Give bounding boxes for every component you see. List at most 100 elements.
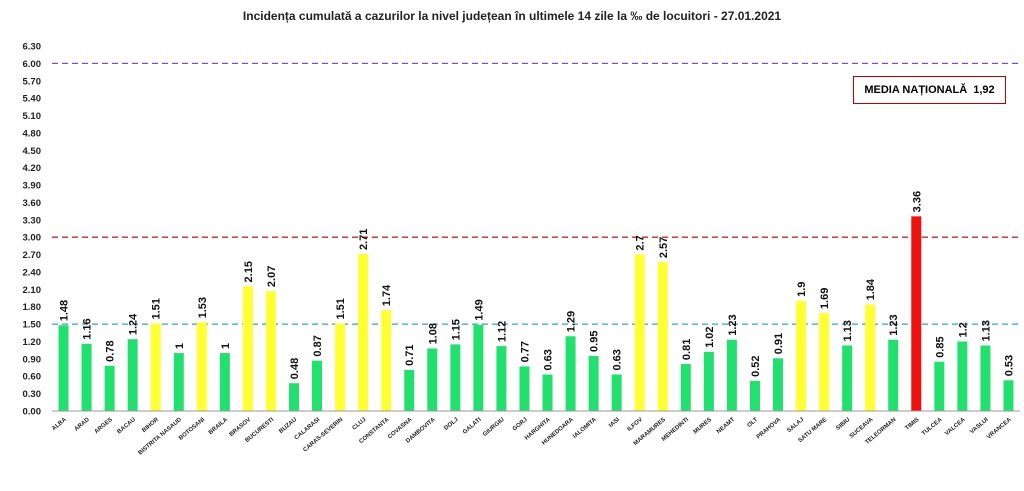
bar-value-label: 2.15 — [243, 261, 255, 282]
y-tick-label: 0.30 — [23, 389, 42, 400]
bar — [796, 300, 807, 411]
bar-value-label: 1.16 — [82, 318, 94, 339]
bar — [427, 348, 438, 411]
bar — [588, 355, 599, 411]
bar — [634, 254, 645, 411]
y-tick-label: 3.30 — [23, 215, 42, 226]
y-tick-label: 2.10 — [23, 285, 42, 296]
y-tick-label: 6.30 — [23, 42, 42, 53]
category-label: BIHOR — [141, 417, 160, 434]
category-label: OLT — [747, 417, 760, 429]
bars — [58, 216, 1014, 411]
bar-value-label: 1.69 — [819, 288, 831, 309]
national-average-box: MEDIA NAȚIONALĂ 1,92 — [853, 76, 1006, 104]
category-label: TULCEA — [921, 417, 944, 438]
bar-value-label: 0.85 — [934, 336, 946, 357]
bar-value-label: 0.63 — [612, 349, 624, 370]
category-label: SALAJ — [786, 417, 805, 434]
category-label: GORJ — [512, 417, 529, 433]
category-label: CARAS-SEVERIN — [302, 417, 344, 454]
bar — [1003, 380, 1014, 411]
bar — [242, 286, 253, 411]
bar — [542, 374, 553, 411]
bar-value-label: 0.63 — [543, 349, 555, 370]
y-tick-label: 6.00 — [23, 59, 42, 70]
y-tick-label: 0.90 — [23, 354, 42, 365]
bar-value-label: 0.81 — [681, 339, 693, 360]
bar — [888, 339, 899, 411]
bar-value-label: 1.9 — [796, 282, 808, 297]
bar — [565, 336, 576, 411]
category-label: GIURGIU — [482, 417, 506, 438]
bar-value-label: 1.48 — [59, 300, 71, 321]
category-label: VASLUI — [969, 417, 990, 436]
category-label: MURES — [693, 417, 713, 436]
category-label: CLUJ — [352, 417, 368, 432]
value-labels: 1.48 1.16 0.78 1.24 1.51 1 1.53 1 2.15 2.07 0.48 0.… — [59, 191, 1016, 379]
bar — [173, 353, 184, 411]
bar — [911, 216, 922, 411]
category-label: DOLJ — [443, 417, 459, 432]
bar — [703, 351, 714, 411]
bar-value-label: 0.77 — [519, 341, 531, 362]
bar — [58, 325, 69, 411]
national-average-label: MEDIA NAȚIONALĂ — [864, 84, 968, 96]
y-tick-label: 1.20 — [23, 337, 42, 348]
bar — [312, 360, 323, 411]
y-tick-label: 5.40 — [23, 94, 42, 105]
bar-value-label: 0.71 — [404, 344, 416, 365]
bar — [473, 324, 484, 411]
bar-value-label: 0.95 — [589, 331, 601, 352]
bar-value-label: 2.71 — [358, 229, 370, 250]
bar-value-label: 1.74 — [381, 284, 393, 306]
bar — [196, 322, 207, 411]
bar — [519, 366, 530, 411]
bar-value-label: 2.57 — [658, 237, 670, 258]
category-label: ARGES — [94, 417, 114, 435]
y-tick-label: 0.60 — [23, 372, 42, 383]
category-label: VALCEA — [944, 417, 967, 438]
y-tick-label: 5.10 — [23, 111, 42, 122]
y-tick-label: 4.80 — [23, 128, 42, 139]
category-label: NEAMT — [716, 417, 736, 436]
bar-value-label: 0.53 — [1003, 355, 1015, 376]
bar — [381, 310, 392, 411]
bar-value-label: 1.53 — [197, 297, 209, 318]
y-tick-label: 2.40 — [23, 267, 42, 278]
bar-value-label: 1.23 — [888, 314, 900, 335]
bar-value-label: 1.13 — [980, 320, 992, 341]
bar-value-label: 0.78 — [105, 340, 117, 361]
y-tick-label: 1.50 — [23, 320, 42, 331]
bar-value-label: 1.23 — [727, 314, 739, 335]
y-tick-label: 1.80 — [23, 302, 42, 313]
bar — [150, 323, 161, 411]
category-label: BISTRITA NASAUD — [138, 417, 184, 457]
y-tick-label: 3.60 — [23, 198, 42, 209]
bar-value-label: 1.12 — [496, 321, 508, 342]
y-tick-label: 4.50 — [23, 146, 42, 157]
bar-value-label: 1 — [174, 343, 186, 349]
bar — [219, 353, 230, 411]
bar — [980, 345, 991, 411]
bar — [957, 341, 968, 411]
bar-value-label: 1.08 — [427, 323, 439, 344]
bar — [127, 339, 138, 411]
bar — [335, 323, 346, 411]
category-label: BACAU — [116, 417, 136, 436]
category-label: BUZAU — [278, 417, 298, 435]
y-axis: 0.00 0.30 0.60 0.90 1.20 1.50 1.80 2.10 2.40 2.70… — [23, 42, 42, 418]
bar — [819, 313, 830, 411]
bar-value-label: 1.2 — [957, 322, 969, 337]
category-label: ILFOV — [627, 417, 644, 433]
chart-title: Incidența cumulată a cazurilor la nivel … — [242, 9, 782, 23]
reference-lines — [52, 62, 1020, 325]
bar — [611, 374, 622, 411]
category-label: IASI — [608, 417, 621, 429]
bar — [104, 365, 115, 411]
bar-value-label: 1.51 — [335, 298, 347, 319]
category-label: ARAD — [74, 417, 92, 433]
bar — [865, 304, 876, 411]
bar-value-label: 1.13 — [842, 320, 854, 341]
